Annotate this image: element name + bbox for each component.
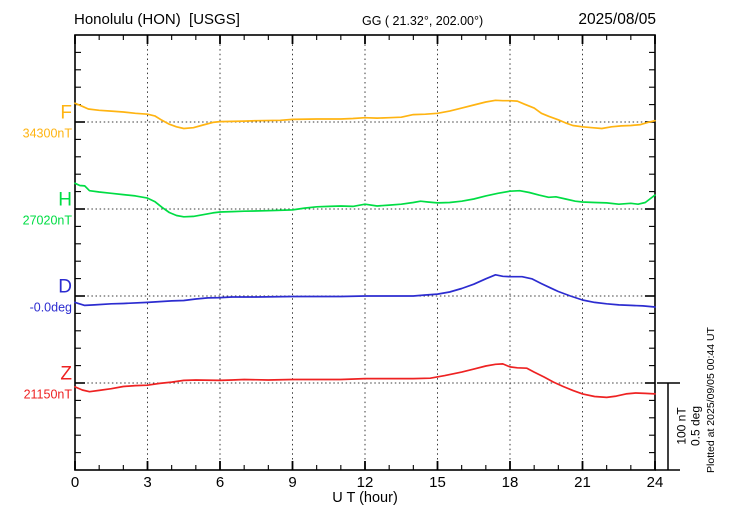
trace-letter-H: H	[58, 189, 72, 211]
trace-letter-D: D	[58, 276, 72, 298]
plotted-at-timestamp: Plotted at 2025/09/05 00:44 UT	[705, 327, 717, 473]
observation-date: 2025/08/05	[578, 11, 656, 28]
x-tick-label-12: 12	[356, 474, 374, 491]
scale-bar-label: 100 nT 0.5 deg	[674, 405, 703, 447]
scale-bar-label-deg: 0.5 deg	[688, 405, 702, 447]
trace-letter-Z: Z	[60, 363, 72, 385]
geographic-coordinates: GG ( 21.32°, 202.00°)	[362, 14, 484, 28]
x-tick-label-21: 21	[574, 474, 591, 491]
x-tick-label-0: 0	[70, 474, 80, 491]
trace-Z	[74, 363, 656, 399]
x-tick-label-3: 3	[143, 474, 152, 491]
station-title: Honolulu (HON) [USGS]	[74, 11, 240, 28]
trace-H	[74, 182, 656, 218]
trace-base-value-F: 34300nT	[22, 126, 72, 141]
x-tick-label-6: 6	[215, 474, 225, 491]
plot-frame	[74, 34, 656, 471]
trace-base-value-H: 27020nT	[22, 213, 72, 228]
x-axis-title: U T (hour)	[332, 490, 398, 506]
trace-F	[74, 99, 656, 130]
x-tick-label-18: 18	[501, 474, 519, 491]
trace-D	[74, 273, 656, 308]
x-tick-label-24: 24	[646, 474, 664, 491]
trace-letter-F: F	[60, 102, 72, 124]
trace-base-value-D: -0.0deg	[29, 300, 72, 315]
x-tick-label-15: 15	[429, 474, 446, 491]
scale-bar-label-nt: 100 nT	[674, 407, 689, 445]
trace-base-value-Z: 21150nT	[23, 387, 72, 402]
x-tick-label-9: 9	[288, 474, 297, 491]
